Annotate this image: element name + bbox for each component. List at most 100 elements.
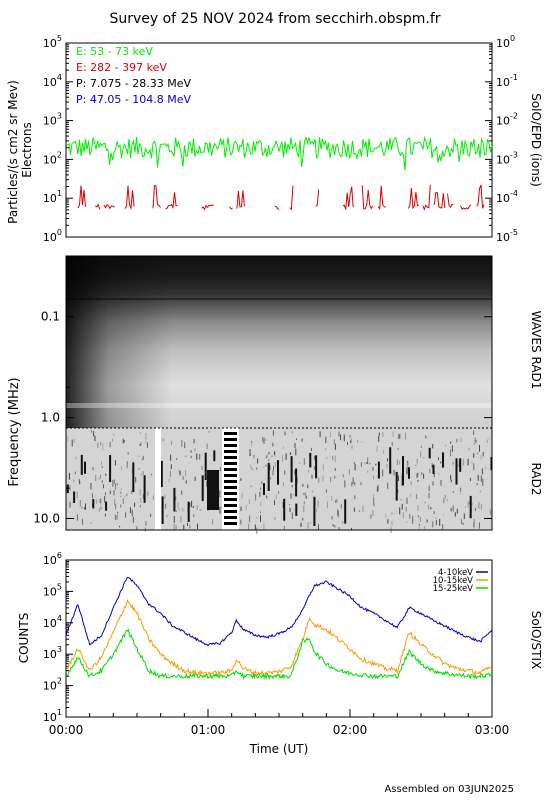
rad2-noise-mark	[282, 455, 283, 462]
rad2-noise-mark	[406, 521, 408, 523]
rad2-noise-mark	[430, 507, 432, 510]
rad2-noise-mark	[350, 438, 352, 443]
epd-y2tick-label: 10-3	[496, 150, 518, 166]
rad2-noise-mark	[473, 430, 475, 435]
rad2-noise-mark	[164, 494, 166, 500]
rad2-noise-mark	[454, 512, 456, 517]
rad2-noise-mark	[259, 491, 261, 497]
rad2-gap-stripe	[224, 486, 237, 489]
epd-y2tick-label: 100	[496, 34, 515, 50]
rad2-noise-mark	[299, 462, 301, 464]
stix-xtick-label: 00:00	[49, 723, 84, 737]
rad2-noise-mark	[344, 435, 345, 442]
rad2-noise-mark	[263, 523, 265, 530]
rad2-noise-mark	[256, 527, 258, 534]
rad2-noise-mark	[482, 451, 484, 457]
rad2-noise-mark	[419, 516, 421, 523]
rad2-noise-mark	[435, 520, 437, 526]
rad2-burst-mark	[408, 467, 410, 479]
rad2-noise-mark	[480, 455, 482, 460]
epd-series-electrons-282-397	[315, 189, 320, 207]
rad2-noise-mark	[114, 479, 115, 485]
rad2-noise-mark	[92, 493, 93, 499]
rad2-noise-mark	[305, 495, 307, 499]
rad2-noise-mark	[412, 518, 414, 524]
rad2-noise-mark	[352, 477, 354, 485]
rad2-noise-mark	[405, 432, 406, 440]
rad2-noise-mark	[409, 513, 411, 519]
epd-series-group	[66, 135, 492, 211]
rad2-noise-mark	[289, 507, 291, 512]
rad2-noise-mark	[181, 490, 183, 495]
rad2-gap-stripes	[224, 432, 237, 525]
rad2-noise-mark	[347, 442, 348, 445]
rad2-noise-mark	[402, 511, 404, 519]
rad2-noise-mark	[265, 455, 267, 459]
waves-rad2-label: RAD2	[529, 463, 543, 496]
rad2-noise-mark	[177, 501, 179, 509]
rad2-noise-mark	[274, 517, 276, 520]
rad2-noise-mark	[265, 464, 267, 467]
rad2-noise-mark	[240, 506, 242, 511]
rad2-noise-mark	[256, 516, 258, 519]
rad2-noise-mark	[378, 435, 380, 442]
rad2-noise-mark	[173, 524, 175, 531]
epd-series-electrons-282-397	[165, 192, 178, 210]
rad2-noise-mark	[451, 445, 453, 452]
rad2-noise-mark	[100, 506, 102, 510]
rad2-noise-mark	[425, 435, 427, 439]
rad2-noise-mark	[285, 434, 287, 436]
rad2-noise-mark	[268, 452, 270, 455]
rad2-noise-mark	[193, 514, 195, 518]
rad2-noise-mark	[467, 458, 469, 466]
rad2-noise-mark	[283, 446, 284, 449]
rad2-noise-mark	[322, 464, 324, 471]
rad2-noise-mark	[476, 452, 478, 455]
rad2-noise-mark	[309, 522, 311, 524]
rad2-noise-mark	[452, 491, 454, 493]
epd-legend-entry: P: 7.075 - 28.33 MeV	[76, 77, 192, 90]
rad2-noise-mark	[73, 438, 75, 443]
rad2-noise-mark	[184, 442, 186, 449]
rad2-noise-mark	[473, 463, 475, 470]
rad2-noise-mark	[114, 460, 116, 466]
rad2-noise-mark	[334, 525, 336, 528]
rad2-noise-mark	[135, 477, 137, 482]
rad2-noise-mark	[125, 512, 127, 518]
rad2-noise-mark	[479, 490, 481, 493]
epd-y2tick-label: 10-4	[496, 189, 518, 205]
rad2-gap-stripe	[224, 480, 237, 483]
rad2-burst-mark	[377, 461, 380, 479]
rad2-noise-mark	[382, 432, 384, 438]
rad2-burst-mark	[469, 495, 472, 519]
waves-ytick-label: 0.1	[41, 310, 60, 324]
rad2-gap-stripe	[224, 516, 237, 519]
rad2-noise-mark	[69, 484, 71, 491]
stix-series-10-15keV	[66, 599, 492, 677]
rad2-noise-mark	[420, 445, 422, 448]
epd-series-electrons-282-397	[342, 186, 354, 210]
rad2-noise-mark	[376, 486, 378, 492]
rad2-gap-stripe	[224, 432, 237, 435]
rad2-noise-mark	[120, 491, 122, 494]
rad2-noise-mark	[112, 439, 113, 442]
rad2-noise-mark	[478, 502, 480, 509]
rad2-noise-mark	[219, 490, 221, 498]
rad2-noise-mark	[116, 483, 118, 486]
epd-ylabel2: Electrons	[20, 122, 34, 177]
rad2-noise-mark	[428, 485, 430, 491]
rad2-burst-mark	[143, 475, 146, 503]
rad2-noise-mark	[406, 462, 408, 468]
rad2-noise-mark	[79, 500, 81, 507]
rad2-noise-mark	[302, 483, 304, 487]
stix-ytick-label: 101	[43, 708, 62, 724]
rad2-noise-mark	[311, 474, 313, 479]
rad2-noise-mark	[435, 517, 437, 520]
rad2-noise-mark	[266, 495, 268, 499]
rad2-noise-mark	[417, 472, 419, 476]
rad2-noise-mark	[190, 455, 192, 459]
rad2-noise-mark	[452, 505, 454, 512]
rad2-noise-mark	[117, 511, 119, 514]
rad2-noise-mark	[464, 506, 466, 508]
rad2-noise-mark	[103, 484, 104, 489]
